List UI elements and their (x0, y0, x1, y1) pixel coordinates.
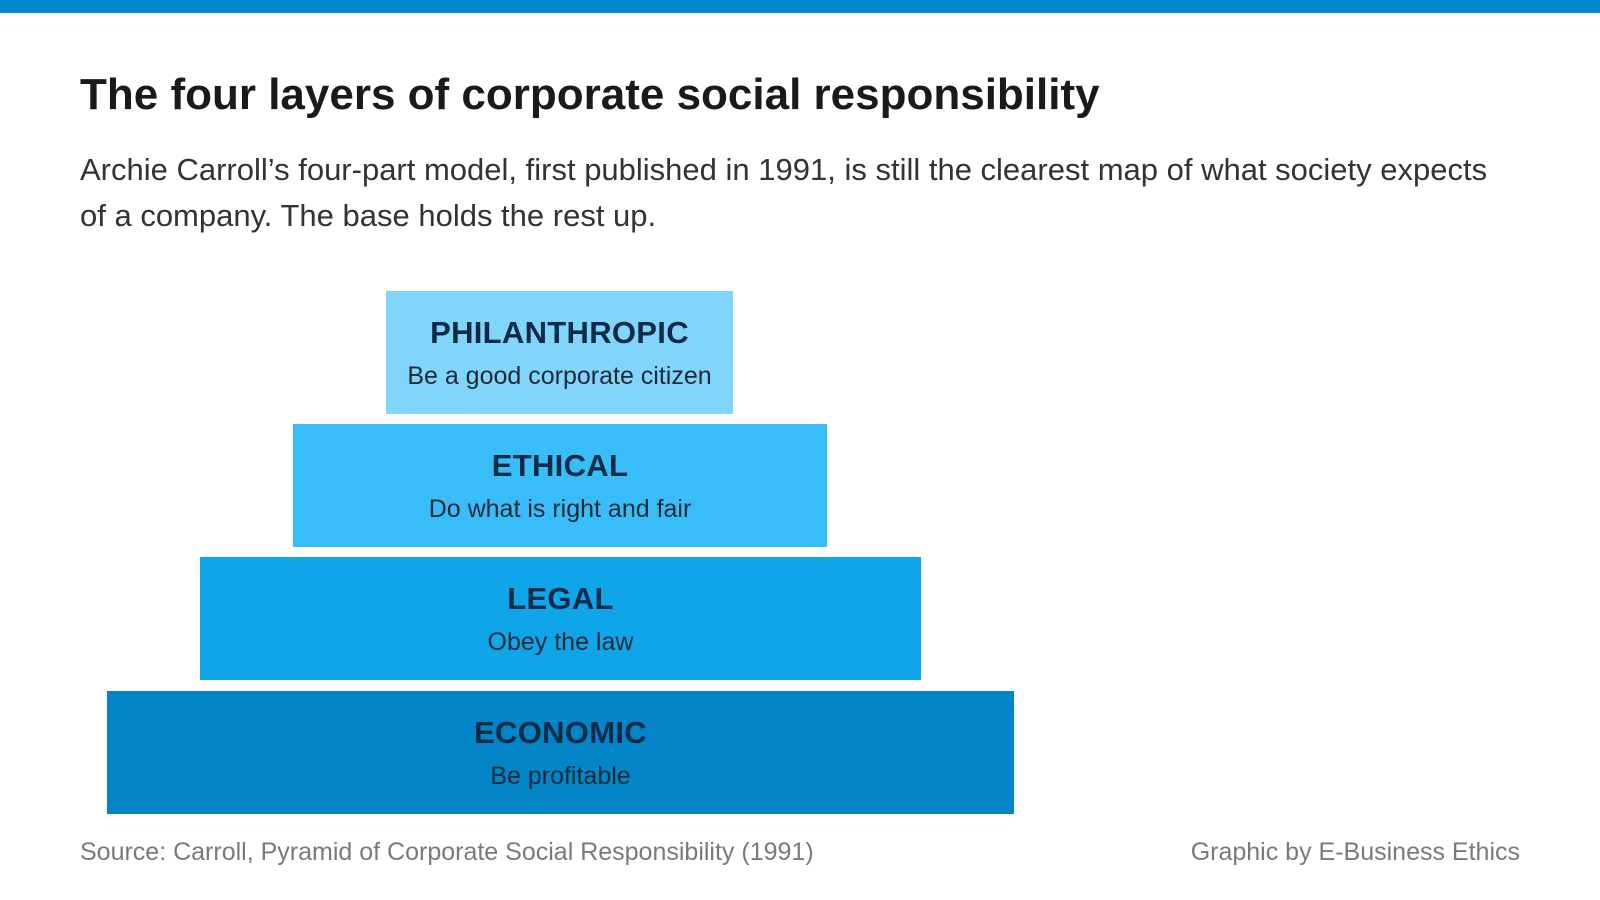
graphic-credit: Graphic by E-Business Ethics (1190, 838, 1520, 866)
pyramid-layer-philanthropic: PHILANTHROPIC Be a good corporate citize… (386, 291, 733, 414)
pyramid-layer-economic: ECONOMIC Be profitable (107, 691, 1014, 814)
page-subtitle: Archie Carroll’s four-part model, first … (80, 152, 1488, 233)
pyramid-layer-legal: LEGAL Obey the law (200, 557, 921, 680)
layer-name: LEGAL (507, 580, 614, 616)
layer-description: Do what is right and fair (428, 494, 692, 523)
layer-description: Be a good corporate citizen (407, 361, 712, 390)
layer-name: ECONOMIC (474, 714, 647, 750)
source-note: Source: Carroll, Pyramid of Corporate So… (80, 838, 814, 866)
layer-description: Obey the law (487, 627, 634, 656)
pyramid-layer-ethical: ETHICAL Do what is right and fair (293, 424, 827, 547)
page-title: The four layers of corporate social resp… (80, 70, 1100, 119)
accent-bar (0, 0, 1600, 13)
layer-name: PHILANTHROPIC (430, 314, 689, 350)
layer-description: Be profitable (490, 761, 631, 790)
layer-name: ETHICAL (491, 447, 629, 483)
